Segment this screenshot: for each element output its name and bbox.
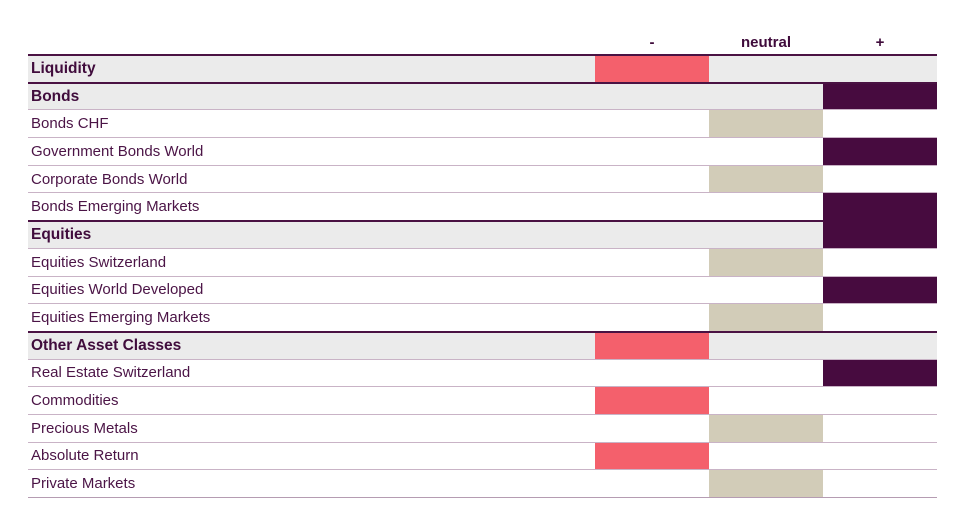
signal-bar [709,414,823,442]
row-label: Bonds CHF [31,115,109,133]
row-label: Other Asset Classes [31,336,182,354]
signal-bar [709,304,823,331]
table-row-absolute-return: Absolute Return [28,441,937,470]
row-label: Equities World Developed [31,281,204,299]
signal-bar [709,110,823,138]
allocation-table: Liquidity Bonds Bonds CHF Government Bon… [28,54,937,498]
signal-bar [595,442,709,470]
row-label: Commodities [31,392,119,410]
signal-bar [595,332,709,359]
row-label: Equities Switzerland [31,253,167,271]
row-label: Government Bonds World [31,142,204,160]
table-row-precious-metals: Precious Metals [28,413,937,442]
column-header-plus: + [875,34,885,51]
table-row-government-bonds-world: Government Bonds World [28,137,937,165]
column-header-neutral: neutral [740,34,791,51]
signal-bar [823,220,937,248]
table-row-other-asset-classes: Other Asset Classes [28,330,937,359]
table-row-bonds-emerging-markets: Bonds Emerging Markets [28,192,937,221]
table-row-bonds-chf: Bonds CHF [28,109,937,138]
row-label: Bonds [31,87,80,105]
row-label: Liquidity [31,59,96,77]
signal-bar [709,470,823,497]
table-row-equities-emerging-markets: Equities Emerging Markets [28,303,937,331]
table-row-equities-switzerland: Equities Switzerland [28,247,937,276]
table-row-equities-world-developed: Equities World Developed [28,275,937,304]
signal-bar [823,193,937,221]
signal-bar [709,248,823,276]
row-label: Equities [31,225,92,243]
table-row-corporate-bonds-world: Corporate Bonds World [28,164,937,193]
signal-bar [823,276,937,304]
signal-bar [595,387,709,414]
row-label: Private Markets [31,475,136,493]
row-label: Corporate Bonds World [31,170,188,188]
signal-bar [823,83,937,110]
signal-bar [709,165,823,193]
table-row-private-markets: Private Markets [28,469,937,497]
signal-bar [595,56,709,82]
column-header-minus: - [649,34,655,51]
signal-bar [823,359,937,387]
row-label: Real Estate Switzerland [31,364,191,382]
row-label: Bonds Emerging Markets [31,198,200,216]
signal-bar [823,138,937,165]
table-row-commodities: Commodities [28,386,937,414]
row-label: Precious Metals [31,419,138,437]
table-row-liquidity: Liquidity [28,54,937,82]
row-label: Equities Emerging Markets [31,309,211,327]
row-label: Absolute Return [31,447,139,465]
table-row-bonds: Bonds [28,81,937,110]
table-row-equities: Equities [28,220,937,248]
table-row-real-estate-switzerland: Real Estate Switzerland [28,358,937,387]
